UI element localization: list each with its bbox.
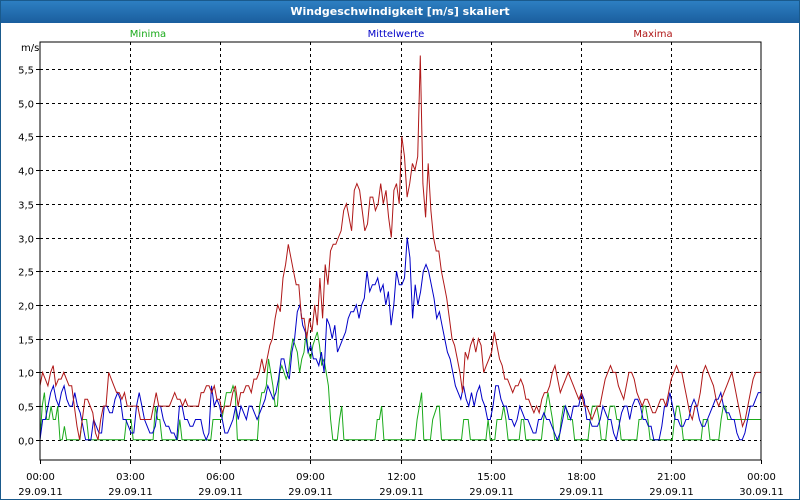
x-tick-label-time: 15:00 — [477, 472, 506, 483]
y-axis: 0,0 0,5 1,0 1,5 2,0 2,5 3,0 3,5 4,0 4,5 5,0 5,5 — [18, 66, 40, 448]
x-tick-label-date: 29.09.11 — [18, 487, 63, 498]
grid — [40, 42, 761, 460]
x-tick-label-time: 03:00 — [116, 472, 145, 483]
legend-mittelwerte: Mittelwerte — [368, 29, 425, 40]
y-tick-label: 5,0 — [18, 100, 34, 111]
x-tick-label-date: 29.09.11 — [288, 487, 333, 498]
y-tick-label: 0,5 — [18, 403, 34, 414]
x-tick-label-time: 12:00 — [387, 472, 416, 483]
x-tick-label-time: 21:00 — [657, 472, 686, 483]
y-tick-label: 4,5 — [18, 133, 34, 144]
x-tick-label-date: 29.09.11 — [108, 487, 153, 498]
y-tick-label: 1,5 — [18, 336, 34, 347]
x-tick-label-time: 00:00 — [747, 472, 776, 483]
y-tick-label: 1,0 — [18, 369, 34, 380]
legend-maxima: Maxima — [633, 29, 672, 40]
x-tick-label-time: 00:00 — [26, 472, 55, 483]
legend-minima: Minima — [130, 29, 166, 40]
x-axis: 00:00 29.09.11 03:00 29.09.11 06:00 29.09.11 0… — [18, 460, 784, 498]
x-tick-label-date: 29.09.11 — [469, 487, 514, 498]
x-tick-label-time: 09:00 — [296, 472, 325, 483]
x-tick-label-time: 06:00 — [206, 472, 235, 483]
y-tick-label: 5,5 — [18, 66, 34, 77]
plot-area-border — [39, 41, 762, 461]
series-minima — [39, 331, 761, 441]
x-tick-label-date: 29.09.11 — [649, 487, 694, 498]
series-mittelwerte — [39, 237, 761, 442]
series-maxima — [39, 55, 761, 440]
y-tick-label: 2,0 — [18, 302, 34, 313]
y-tick-label: 3,0 — [18, 235, 34, 246]
x-tick-label-time: 18:00 — [567, 472, 596, 483]
series-lines — [39, 55, 761, 442]
chart-title: Windgeschwindigkeit [m/s] skaliert — [1, 1, 799, 23]
y-axis-unit: m/s — [21, 43, 39, 54]
x-tick-label-date: 29.09.11 — [559, 487, 604, 498]
y-tick-label: 2,5 — [18, 268, 34, 279]
y-tick-label: 4,0 — [18, 167, 34, 178]
y-tick-label: 3,5 — [18, 201, 34, 212]
x-tick-label-date: 30.09.11 — [739, 487, 784, 498]
x-tick-label-date: 29.09.11 — [379, 487, 424, 498]
x-tick-label-date: 29.09.11 — [198, 487, 243, 498]
y-tick-label: 0,0 — [18, 437, 34, 448]
